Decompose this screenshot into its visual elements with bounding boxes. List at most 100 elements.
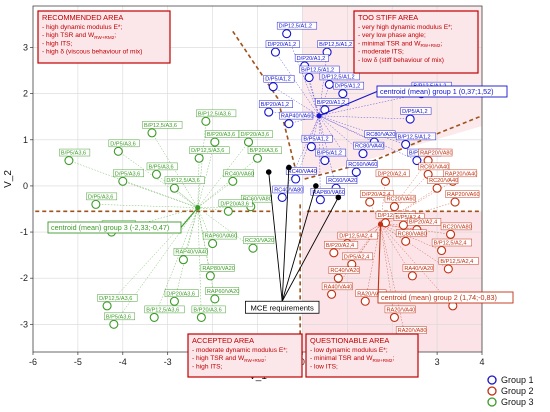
centroid-link xyxy=(95,204,198,208)
centroid-link xyxy=(380,224,406,339)
point-label-box xyxy=(258,100,293,108)
data-point xyxy=(151,169,162,179)
y-tick-label: 3 xyxy=(23,43,28,53)
data-point xyxy=(284,119,294,129)
data-point xyxy=(443,264,453,274)
point-label-box xyxy=(402,264,434,272)
point-label-box xyxy=(164,289,199,298)
point-label-box xyxy=(243,236,275,244)
data-point xyxy=(333,273,343,283)
area-box xyxy=(187,333,303,378)
point-label: B/P20/A3,6 xyxy=(250,148,278,154)
point-label: D/P5/A3,6 xyxy=(115,171,141,177)
centroid-link xyxy=(68,160,198,208)
centroid-link xyxy=(151,132,198,208)
data-point xyxy=(113,146,123,156)
centroid-link xyxy=(365,224,381,302)
data-point xyxy=(210,137,220,147)
point-label: B/P5/A3,6 xyxy=(61,151,86,157)
point-label: RC20/VA60 xyxy=(386,197,415,203)
point-label-box xyxy=(384,305,416,314)
data-point xyxy=(320,155,330,166)
data-point xyxy=(358,149,368,159)
point-label-box xyxy=(142,121,183,129)
centroid-link xyxy=(273,86,320,117)
mce-pointer-line xyxy=(281,167,290,302)
centroid-link xyxy=(319,115,411,120)
point-label: RC80/VA80 xyxy=(398,231,427,237)
legend-label: Group 2 xyxy=(501,386,534,396)
centroid-marker xyxy=(195,205,201,211)
data-point xyxy=(398,220,408,230)
area-title: ACCEPTED AREA xyxy=(192,336,254,345)
data-point xyxy=(412,155,422,166)
y-tick-label: 2 xyxy=(23,89,28,99)
mce-point xyxy=(313,183,319,189)
area-line: - high ITS; xyxy=(192,363,223,370)
point-label: B/P20/A1,2 xyxy=(261,102,289,108)
legend-marker xyxy=(487,397,497,407)
point-label: D/P20/A2,4 xyxy=(362,192,391,198)
point-label-box xyxy=(104,312,136,321)
area-title: QUESTIONABLE AREA xyxy=(310,336,389,345)
data-point xyxy=(324,79,334,89)
data-point xyxy=(109,319,119,329)
point-label: RC60/VA40 xyxy=(420,164,449,170)
point-label: RAP80/VA20 xyxy=(202,266,235,272)
point-label: RAP40/VA60 xyxy=(281,114,314,120)
data-point xyxy=(223,206,233,216)
point-label-box xyxy=(108,139,140,148)
point-label: B/P12,5/A3,6 xyxy=(144,123,177,129)
area-line: - high TSR and WRW+RM2; xyxy=(42,32,116,40)
x-tick-label: -4 xyxy=(119,357,127,367)
data-point xyxy=(102,301,112,311)
point-label: D/P20/A3,6 xyxy=(220,201,249,207)
point-label: RA20/VA20 xyxy=(357,291,386,297)
point-label: B/P12,5/A2,4 xyxy=(440,259,473,265)
point-label: D/P5/A3,6 xyxy=(110,141,136,147)
point-label-box xyxy=(400,107,432,115)
point-label-box xyxy=(279,111,314,120)
data-point xyxy=(248,243,258,253)
centroid-link xyxy=(197,142,216,208)
point-label-box xyxy=(321,282,353,291)
point-label-box xyxy=(59,148,91,157)
data-point xyxy=(196,312,206,322)
data-point xyxy=(306,142,316,152)
centroid-link xyxy=(318,115,406,145)
point-label: D/P20/A3,6 xyxy=(166,291,195,297)
point-label: B/P12,5/A1,2 xyxy=(301,68,334,74)
point-label-box xyxy=(301,134,333,143)
area-boxes: RECOMMENDED AREA - high dynamic modulus E… xyxy=(37,10,479,378)
point-label: RC20/VA80 xyxy=(443,224,472,230)
data-point xyxy=(264,107,274,117)
point-label: RA40/VA20 xyxy=(404,266,433,272)
point-label-box xyxy=(337,231,378,240)
point-label-box xyxy=(247,146,282,154)
point-label: B/P20/A1,2 xyxy=(317,100,345,106)
area-line: - high dynamic modulus E*; xyxy=(42,24,122,31)
point-label-box xyxy=(407,217,442,226)
centroid-link xyxy=(174,188,198,208)
centroid-markers: centroid (mean) group 1 (0,37;1,52) centr… xyxy=(47,85,514,304)
centroid-link xyxy=(197,207,229,212)
point-label: RAP60/VA60 xyxy=(205,234,238,240)
data-point xyxy=(405,114,415,124)
data-point xyxy=(210,294,220,304)
legend-marker xyxy=(487,375,497,385)
point-label-box xyxy=(346,160,378,168)
mce-pointer-line xyxy=(281,197,339,302)
point-label-box xyxy=(200,264,235,272)
x-tick-label: 3 xyxy=(435,357,440,367)
data-point xyxy=(228,176,238,186)
legend-marker xyxy=(487,386,497,396)
point-label: D/P5/A1,2 xyxy=(335,84,361,90)
area-line: - low ITS; xyxy=(310,363,338,370)
point-label-box xyxy=(353,141,385,150)
centroid-marker xyxy=(316,113,322,119)
mce-point xyxy=(335,194,342,201)
data-point xyxy=(329,248,339,258)
point-label-box xyxy=(189,146,230,154)
centroid-marker xyxy=(377,221,384,227)
point-label: D/P5/A3,6 xyxy=(88,194,114,200)
